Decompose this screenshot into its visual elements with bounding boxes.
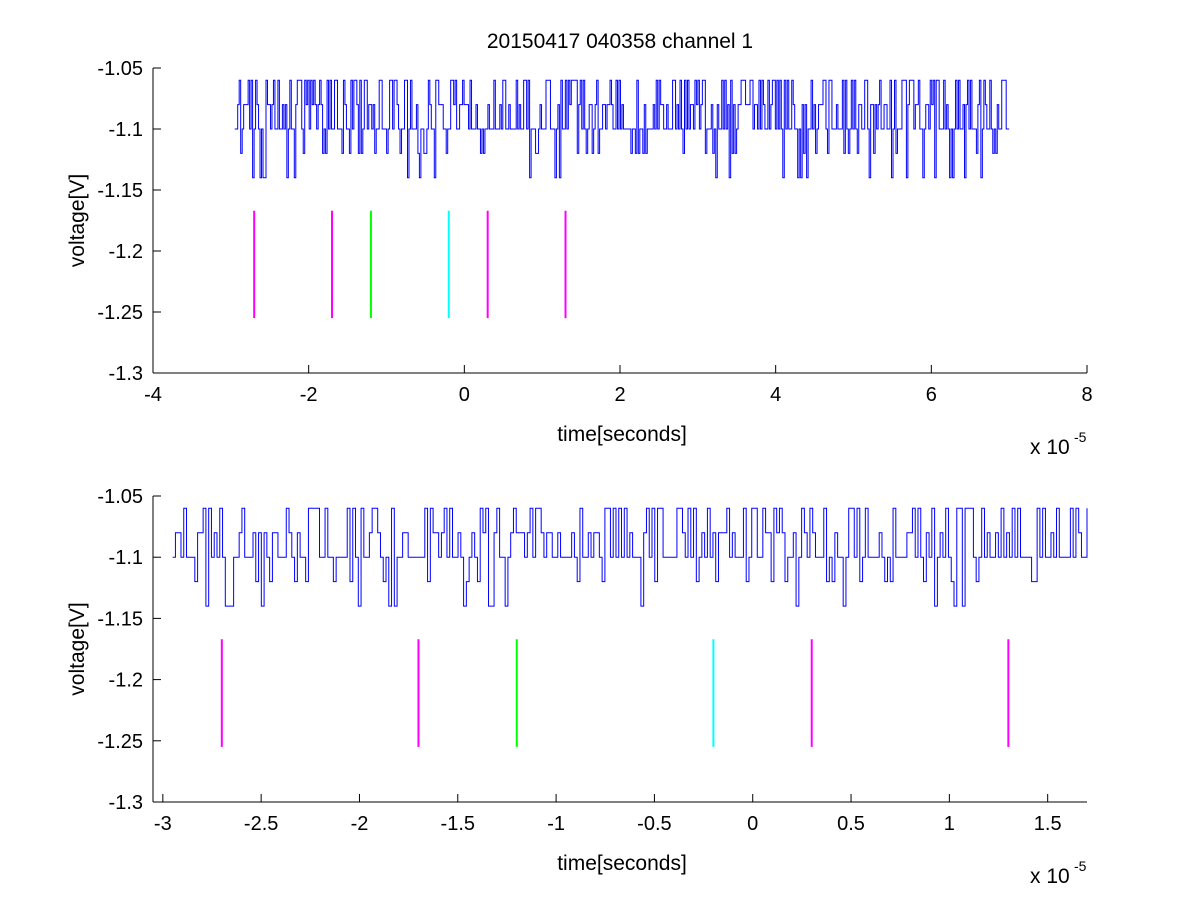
y-tick-label: -1.05 <box>97 486 143 508</box>
y-tick-label: -1.15 <box>97 180 143 202</box>
y-tick-label: -1.2 <box>109 241 143 263</box>
x-tick-label: -4 <box>144 384 162 406</box>
x-tick-label: 8 <box>1081 384 1092 406</box>
x-multiplier-label: x 10 <box>1030 865 1070 888</box>
x-tick-label: 1.5 <box>1034 813 1062 835</box>
x-tick-label: -0.5 <box>637 813 671 835</box>
x-tick-label: -2 <box>300 384 318 406</box>
x-tick-label: -1 <box>547 813 565 835</box>
y-tick-label: -1.1 <box>109 119 143 141</box>
signal-trace <box>172 507 1088 607</box>
x-tick-label: 0 <box>747 813 758 835</box>
figure-title: 20150417 040358 channel 1 <box>487 30 753 53</box>
y-axis-label: voltage[V] <box>66 174 89 267</box>
signal-trace <box>234 79 1010 179</box>
x-tick-label: -2 <box>351 813 369 835</box>
x-tick-label: 6 <box>926 384 937 406</box>
x-tick-label: 0.5 <box>837 813 865 835</box>
x-tick-label: 4 <box>770 384 781 406</box>
y-tick-label: -1.1 <box>109 547 143 569</box>
x-multiplier-exponent: -5 <box>1074 429 1087 445</box>
y-tick-label: -1.25 <box>97 302 143 324</box>
x-tick-label: 0 <box>459 384 470 406</box>
y-tick-label: -1.3 <box>109 363 143 385</box>
x-tick-label: 1 <box>944 813 955 835</box>
x-tick-label: -1.5 <box>441 813 475 835</box>
y-tick-label: -1.25 <box>97 731 143 753</box>
x-multiplier-label: x 10 <box>1030 436 1070 459</box>
x-tick-label: 2 <box>614 384 625 406</box>
y-axis-label: voltage[V] <box>66 602 89 695</box>
y-tick-label: -1.05 <box>97 58 143 80</box>
x-axis-label: time[seconds] <box>557 852 687 875</box>
y-tick-label: -1.15 <box>97 608 143 630</box>
y-tick-label: -1.2 <box>109 670 143 692</box>
x-tick-label: -2.5 <box>244 813 278 835</box>
x-tick-label: -3 <box>154 813 172 835</box>
bottom-plot: -3 -2.5 -2 -1.5 -1 -0.5 0 0.5 1 1.5 -1.05 -1.1 -1.15… <box>66 486 1088 888</box>
top-plot: -4 -2 0 2 4 6 8 -1.05 -1.1 -1.15 -1.2 -1.25 -1.3 time… <box>66 58 1093 459</box>
y-tick-label: -1.3 <box>109 792 143 814</box>
x-axis-label: time[seconds] <box>557 423 687 446</box>
x-multiplier-exponent: -5 <box>1074 858 1087 874</box>
